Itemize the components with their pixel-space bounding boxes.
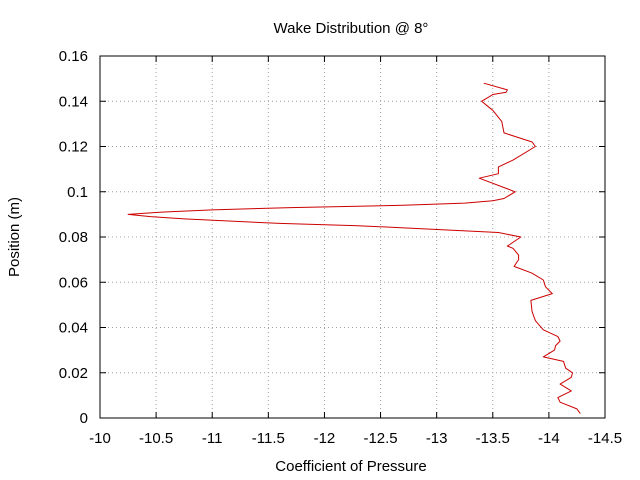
x-tick-label: -12.5 — [363, 430, 397, 447]
y-axis-title: Position (m) — [6, 197, 23, 277]
wake-pressure-line — [127, 82, 581, 414]
x-tick-label: -10.5 — [139, 430, 173, 447]
x-tick-label: -13.5 — [476, 430, 510, 447]
x-tick-label: -14.5 — [588, 430, 622, 447]
x-tick-label: -10 — [89, 430, 111, 447]
plot-frame — [99, 55, 606, 419]
chart-title: Wake Distribution @ 8° — [274, 20, 429, 37]
x-tick-label: -12 — [314, 430, 336, 447]
y-tick-label: 0.16 — [59, 48, 88, 65]
y-tick-label: 0.1 — [67, 184, 88, 201]
x-tick-label: -11 — [202, 430, 223, 447]
y-tick-label: 0.04 — [59, 320, 88, 337]
x-tick-label: -11.5 — [252, 430, 285, 447]
y-tick-label: 0 — [80, 410, 88, 427]
y-tick-label: 0.06 — [59, 274, 88, 291]
y-tick-label: 0.14 — [59, 93, 88, 110]
x-tick-label: -14 — [538, 430, 560, 447]
y-tick-label: 0.02 — [59, 365, 88, 382]
x-axis-title: Coefficient of Pressure — [275, 458, 426, 475]
y-tick-label: 0.08 — [59, 229, 88, 246]
y-tick-label: 0.12 — [59, 139, 88, 156]
x-tick-label: -13 — [426, 430, 448, 447]
